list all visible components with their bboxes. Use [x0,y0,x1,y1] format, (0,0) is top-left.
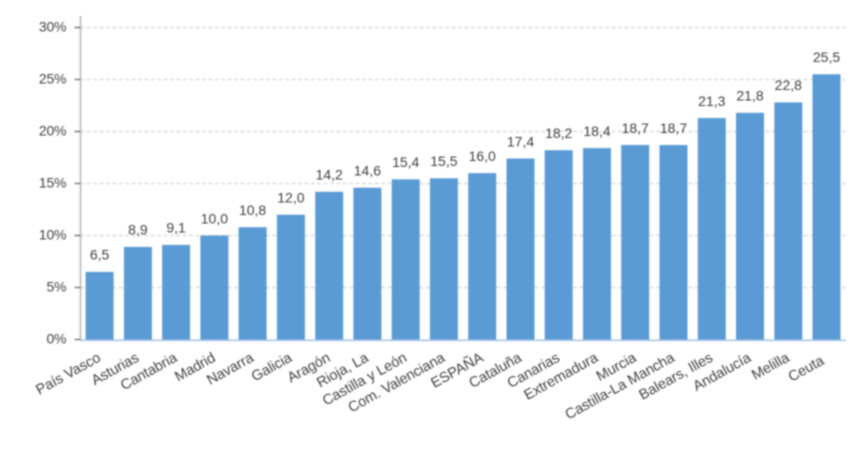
svg-text:8,9: 8,9 [128,222,148,238]
svg-text:17,4: 17,4 [507,133,534,149]
svg-text:18,7: 18,7 [622,120,649,136]
svg-text:9,1: 9,1 [166,220,186,236]
svg-text:25%: 25% [39,71,66,87]
svg-text:14,6: 14,6 [354,163,381,179]
svg-text:18,7: 18,7 [660,120,687,136]
svg-text:6,5: 6,5 [90,247,110,263]
svg-text:16,0: 16,0 [469,148,496,164]
svg-text:21,3: 21,3 [698,93,725,109]
svg-text:10,0: 10,0 [201,210,228,226]
svg-text:15,5: 15,5 [430,153,457,169]
svg-text:0%: 0% [46,331,66,347]
svg-text:10%: 10% [39,227,66,243]
svg-text:5%: 5% [46,279,66,295]
svg-text:15%: 15% [39,175,66,191]
svg-text:25,5: 25,5 [813,49,840,65]
svg-text:10,8: 10,8 [239,202,266,218]
svg-text:18,4: 18,4 [583,123,610,139]
svg-text:30%: 30% [39,19,66,35]
svg-text:22,8: 22,8 [775,77,802,93]
svg-text:12,0: 12,0 [277,190,304,206]
svg-text:14,2: 14,2 [316,167,343,183]
svg-text:20%: 20% [39,123,66,139]
svg-text:18,2: 18,2 [545,125,572,141]
svg-text:21,8: 21,8 [736,88,763,104]
svg-text:15,4: 15,4 [392,154,419,170]
